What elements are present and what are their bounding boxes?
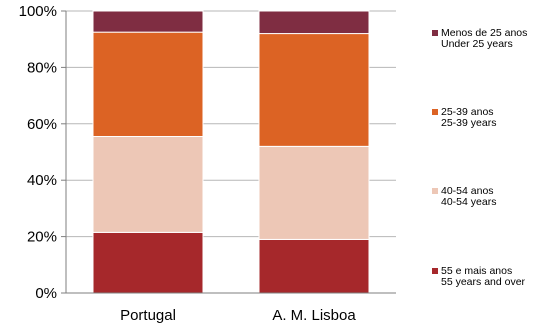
legend-swatch <box>432 268 438 274</box>
bar-segment <box>92 135 204 233</box>
legend-swatch <box>432 30 438 36</box>
legend-label: Menos de 25 anos <box>441 27 527 39</box>
bar-segment <box>258 33 370 147</box>
legend-label: 55 e mais anos <box>441 265 512 277</box>
bar-segment <box>92 31 204 137</box>
bar-segment <box>258 10 370 35</box>
y-tick-label: 40% <box>27 172 57 189</box>
y-axis: 0% 20% 40% 60% 80% 100% <box>19 3 67 302</box>
bar-segment <box>258 238 370 294</box>
bar-segment <box>92 231 204 294</box>
y-tick-label: 20% <box>27 229 57 246</box>
bars <box>92 10 370 294</box>
legend-label-en: 25-39 years <box>441 117 496 129</box>
y-tick-label: 80% <box>27 59 57 76</box>
legend-label: 25-39 anos <box>441 106 494 118</box>
legend-label-en: Under 25 years <box>441 38 513 50</box>
x-axis: Portugal A. M. Lisboa <box>66 292 396 324</box>
y-tick-label: 0% <box>35 285 57 302</box>
legend-label: 40-54 anos <box>441 185 494 197</box>
category-label: Portugal <box>120 307 176 324</box>
legend-label-en: 55 years and over <box>441 276 526 288</box>
y-tick-label: 60% <box>27 116 57 133</box>
y-tick-label: 100% <box>19 3 57 20</box>
category-label: A. M. Lisboa <box>272 307 356 324</box>
bar-segment <box>258 145 370 240</box>
legend-swatch <box>432 188 438 194</box>
bar-segment <box>92 10 204 33</box>
legend-swatch <box>432 109 438 115</box>
legend-label-en: 40-54 years <box>441 196 496 208</box>
